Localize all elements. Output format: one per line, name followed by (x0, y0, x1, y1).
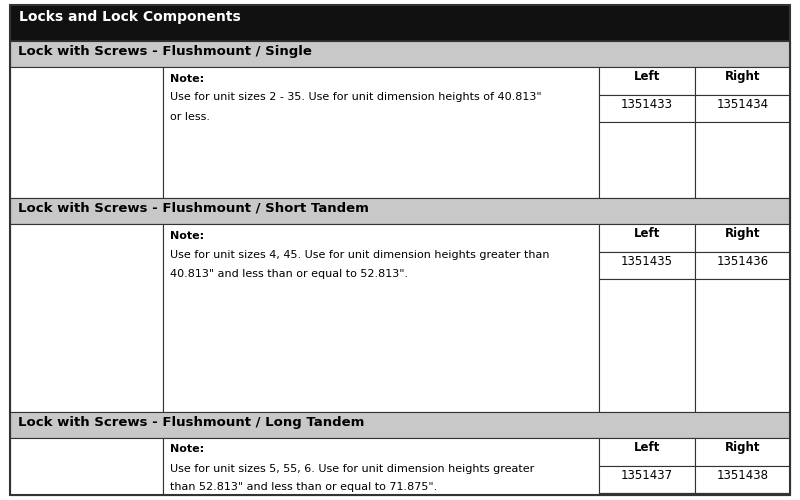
Bar (599, 224, 694, 252)
Text: Right: Right (725, 442, 760, 454)
Text: 1351437: 1351437 (621, 469, 673, 482)
Bar (163, 438, 599, 495)
Text: Right: Right (725, 70, 760, 84)
Text: Note:: Note: (170, 444, 204, 454)
Text: Left: Left (634, 442, 660, 454)
Bar (163, 224, 599, 412)
Text: Note:: Note: (170, 230, 204, 240)
Bar (694, 252, 790, 279)
Text: 1351438: 1351438 (717, 469, 769, 482)
Text: 1351434: 1351434 (717, 98, 769, 111)
Text: than 52.813" and less than or equal to 71.875".: than 52.813" and less than or equal to 7… (170, 482, 437, 492)
Bar (10, 412, 790, 438)
Text: 40.813" and less than or equal to 52.813".: 40.813" and less than or equal to 52.813… (170, 268, 408, 278)
Bar (694, 122, 790, 198)
Bar (599, 67, 694, 94)
Text: 1351433: 1351433 (621, 98, 673, 111)
Bar (599, 122, 694, 198)
Bar (10, 198, 790, 224)
Bar (10, 67, 163, 198)
Bar (694, 279, 790, 412)
Bar (694, 224, 790, 252)
Text: Use for unit sizes 4, 45. Use for unit dimension heights greater than: Use for unit sizes 4, 45. Use for unit d… (170, 250, 550, 260)
Text: Lock with Screws - Flushmount / Short Tandem: Lock with Screws - Flushmount / Short Ta… (18, 202, 369, 214)
Text: Lock with Screws - Flushmount / Single: Lock with Screws - Flushmount / Single (18, 44, 311, 58)
Bar (10, 5, 790, 41)
Bar (10, 438, 163, 495)
Bar (599, 493, 694, 495)
Bar (694, 438, 790, 466)
Text: Right: Right (725, 228, 760, 240)
Text: Left: Left (634, 228, 660, 240)
Text: or less.: or less. (170, 112, 210, 122)
Text: Note:: Note: (170, 74, 204, 84)
Bar (163, 67, 599, 198)
Bar (694, 94, 790, 122)
Bar (599, 279, 694, 412)
Text: 1351436: 1351436 (717, 255, 769, 268)
Text: Left: Left (634, 70, 660, 84)
Text: 1351435: 1351435 (621, 255, 673, 268)
Bar (10, 224, 163, 412)
Text: Locks and Lock Components: Locks and Lock Components (19, 10, 241, 24)
Bar (694, 493, 790, 495)
Bar (599, 438, 694, 466)
Bar (694, 466, 790, 493)
Text: Use for unit sizes 2 - 35. Use for unit dimension heights of 40.813": Use for unit sizes 2 - 35. Use for unit … (170, 92, 542, 102)
Bar (694, 67, 790, 94)
Bar (599, 94, 694, 122)
Text: Use for unit sizes 5, 55, 6. Use for unit dimension heights greater: Use for unit sizes 5, 55, 6. Use for uni… (170, 464, 534, 473)
Bar (10, 41, 790, 67)
Text: Lock with Screws - Flushmount / Long Tandem: Lock with Screws - Flushmount / Long Tan… (18, 416, 364, 428)
Bar (599, 466, 694, 493)
Bar (599, 252, 694, 279)
